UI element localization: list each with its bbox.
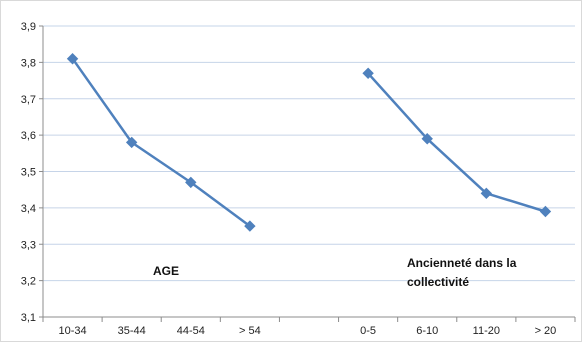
y-tick-label-7: 3,8	[21, 57, 36, 69]
y-tick-label-3: 3,4	[21, 203, 36, 215]
series-group	[66, 53, 552, 232]
annotation-age: AGE	[153, 264, 179, 278]
y-tick-label-6: 3,7	[21, 94, 36, 106]
tick-labels: 3,1 3,2 3,3 3,4 3,5 3,6 3,7 3,8 3,9 10-34 35-44 44-…	[21, 21, 557, 337]
series-1-point-1	[421, 133, 433, 145]
series-1-point-3	[539, 205, 552, 218]
y-tick-label-0: 3,1	[21, 312, 36, 324]
x-tick-label-0: 10-34	[58, 325, 86, 337]
series-0-point-1	[125, 136, 138, 149]
series-0-point-2	[185, 176, 197, 189]
series-0-line	[71, 57, 251, 228]
y-tick-label-5: 3,6	[21, 130, 36, 142]
x-tick-label-5: 0-5	[360, 325, 376, 337]
series-1-point-0	[362, 67, 374, 79]
annotation-seniority-line-1: Ancienneté dans la	[407, 256, 517, 270]
y-tick-label-1: 3,2	[21, 276, 36, 288]
gridlines	[43, 25, 575, 282]
annotation-seniority-line-2: collectivité	[407, 275, 469, 289]
axes	[39, 25, 576, 322]
series-0-point-3	[244, 220, 256, 232]
x-tick-label-1: 35-44	[118, 325, 146, 337]
y-tick-label-4: 3,5	[21, 167, 36, 179]
y-tick-label-8: 3,9	[21, 21, 36, 33]
y-tick-label-2: 3,3	[21, 239, 36, 251]
series-1-line	[367, 72, 546, 213]
annotations: AGE Ancienneté dans la collectivité	[153, 256, 517, 289]
x-tick-label-6: 6-10	[416, 325, 438, 337]
x-tick-label-2: 44-54	[177, 325, 205, 337]
x-tick-label-3: > 54	[239, 325, 261, 337]
series-0-point-0	[66, 53, 79, 65]
series-1-point-2	[480, 187, 493, 200]
x-tick-label-7: 11-20	[473, 325, 500, 337]
x-tick-label-8: > 20	[535, 325, 557, 337]
